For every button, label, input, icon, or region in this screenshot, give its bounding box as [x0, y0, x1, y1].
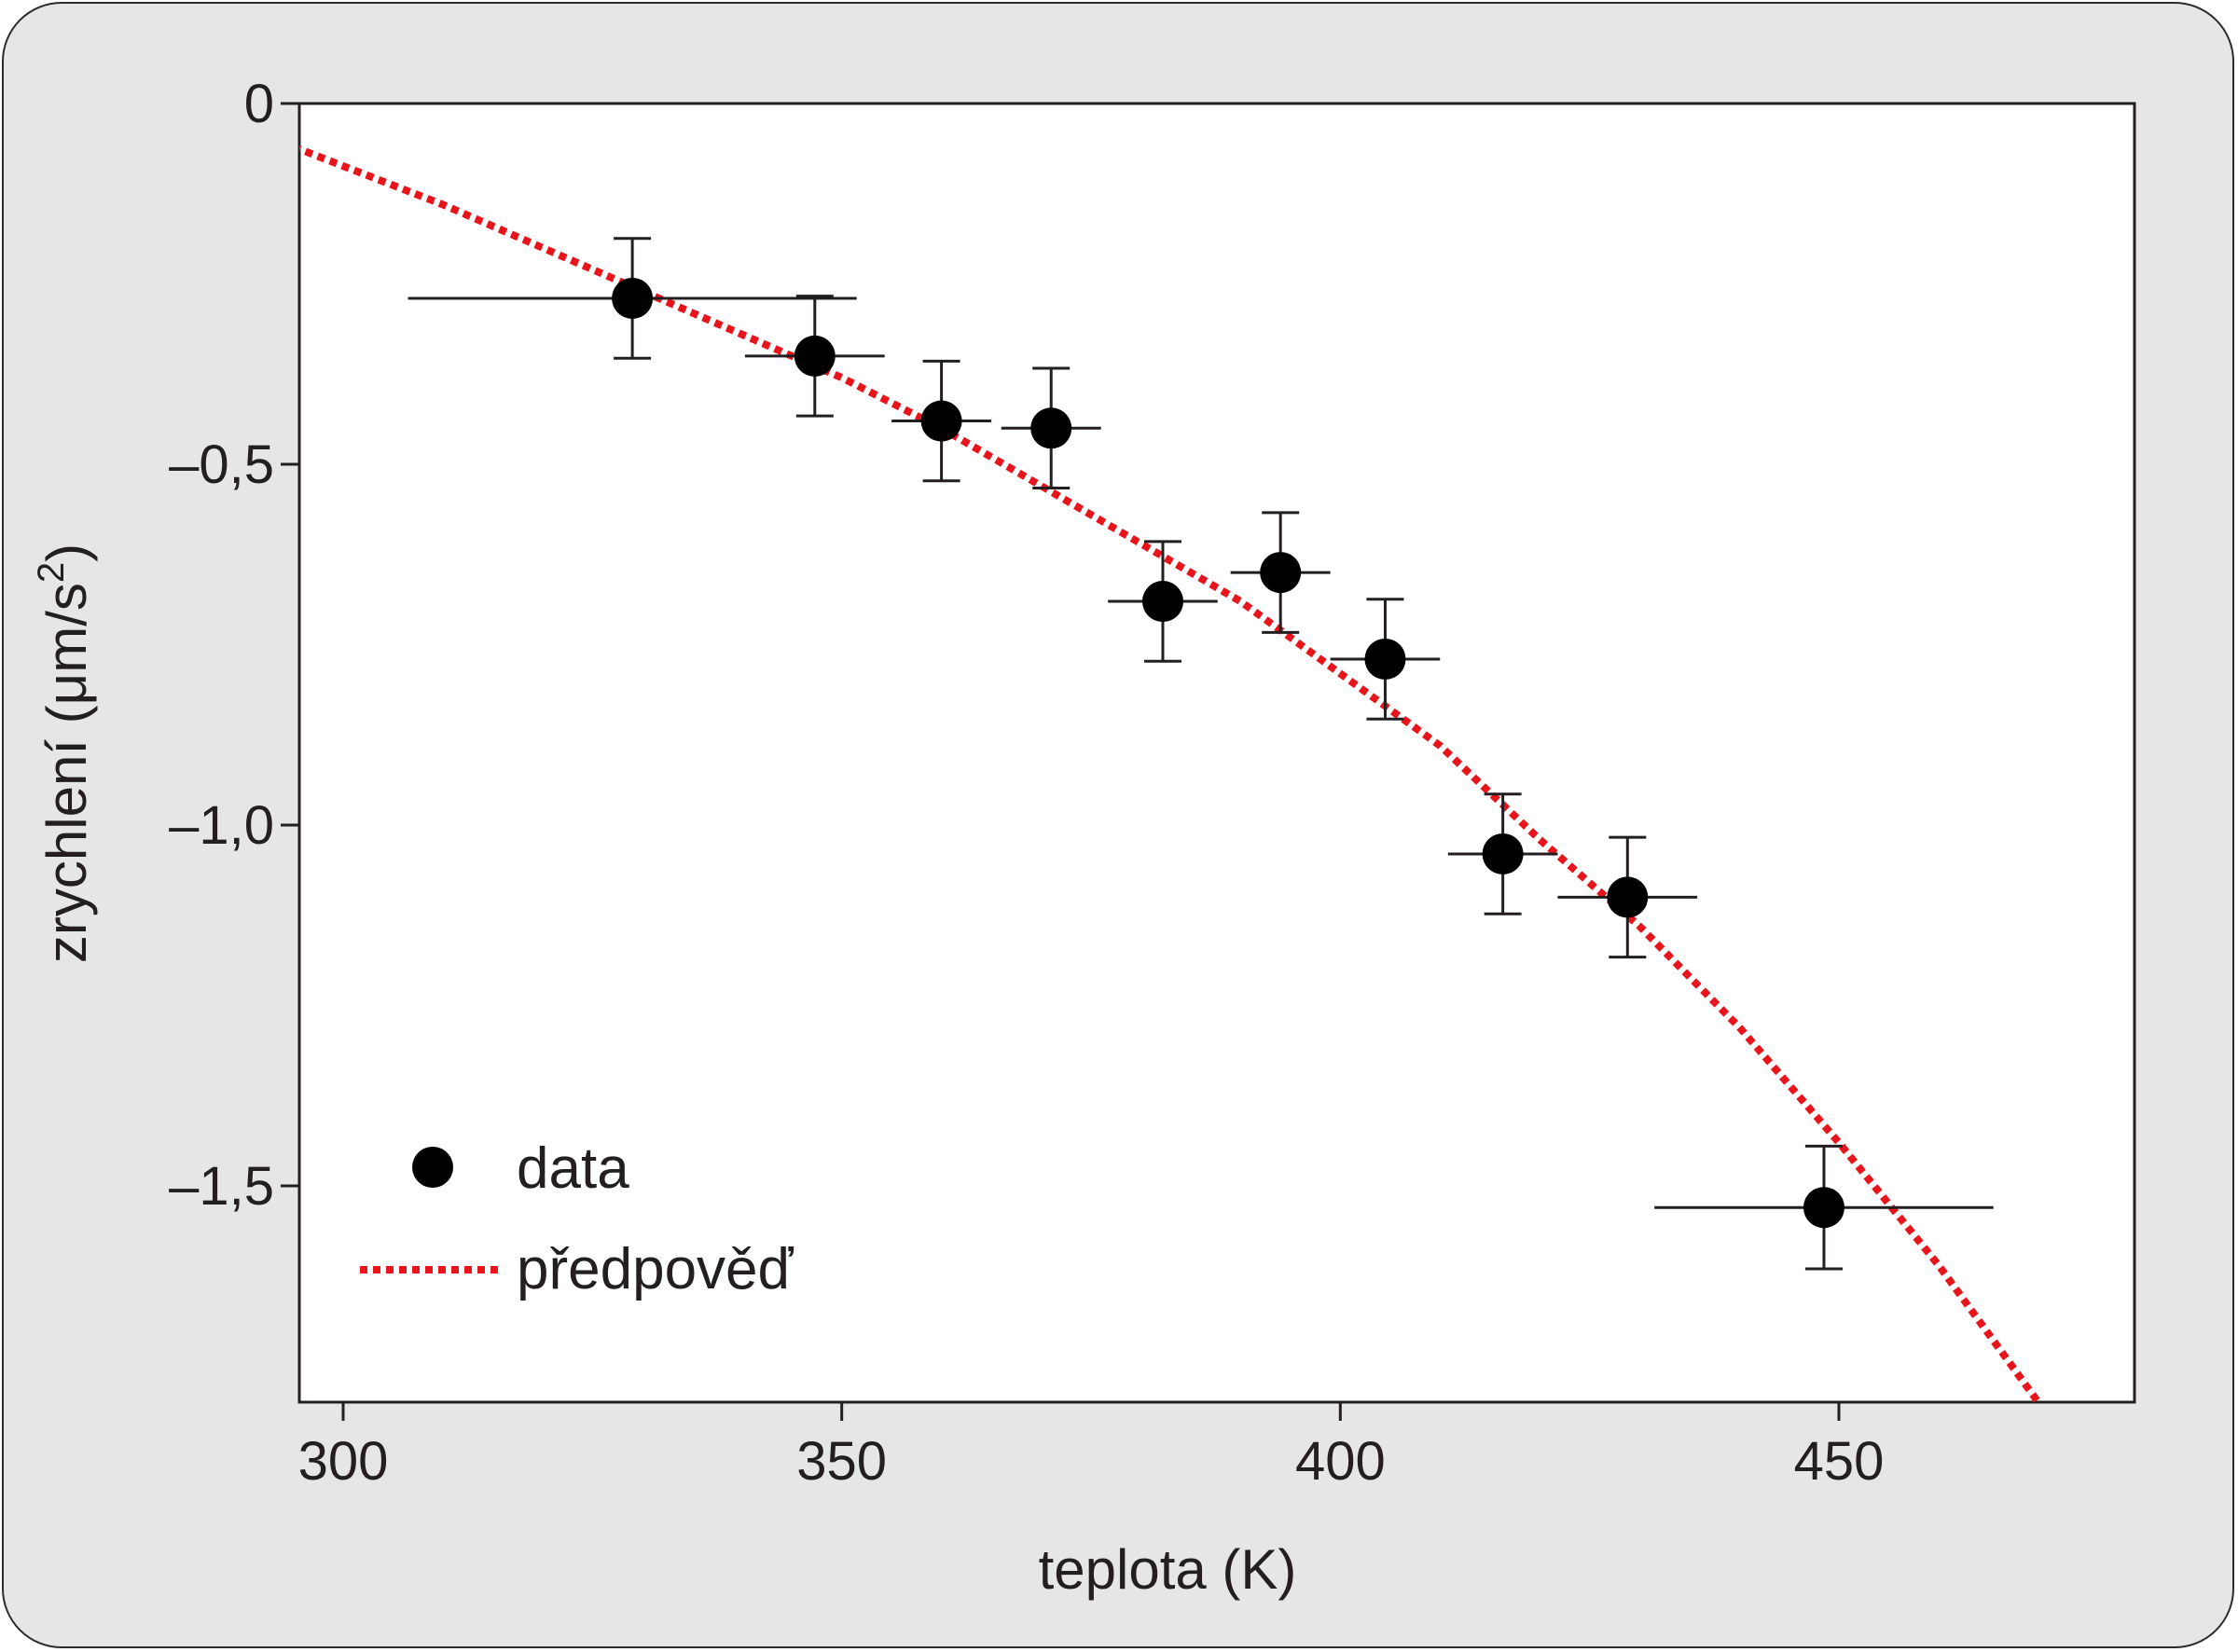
legend-marker-data — [412, 1147, 453, 1188]
data-point — [1108, 540, 1218, 663]
data-point — [1557, 835, 1698, 959]
y-tick-label: 0 — [244, 74, 274, 134]
data-point — [1654, 1144, 1994, 1271]
data-point — [408, 237, 857, 360]
data-marker — [1030, 407, 1072, 449]
data-marker — [1141, 581, 1183, 623]
y-tick-label: –0,5 — [169, 434, 274, 495]
data-point — [1230, 511, 1331, 634]
x-tick-label: 300 — [298, 1431, 389, 1492]
data-point — [744, 295, 885, 418]
x-axis-title: teplota (K) — [1039, 1538, 1297, 1601]
data-point — [891, 359, 992, 483]
data-marker — [1482, 833, 1524, 874]
data-point — [1330, 598, 1441, 721]
x-tick-label: 400 — [1295, 1431, 1386, 1492]
y-tick-label: –1,5 — [169, 1156, 274, 1217]
data-marker — [1364, 638, 1406, 680]
data-marker — [794, 335, 836, 377]
legend: data předpověď — [360, 1136, 794, 1301]
data-marker — [1260, 552, 1302, 594]
data-point — [1447, 792, 1558, 915]
plot-area — [297, 102, 2136, 1404]
data-marker — [920, 400, 962, 442]
x-tick-label: 350 — [796, 1431, 887, 1492]
data-marker — [612, 277, 654, 319]
x-tick-label: 450 — [1794, 1431, 1885, 1492]
legend-label-data: data — [517, 1136, 629, 1201]
legend-label-prediction: předpověď — [517, 1237, 794, 1301]
y-tick-label: –1,0 — [169, 795, 274, 856]
data-marker — [1607, 876, 1649, 918]
data-marker — [1803, 1187, 1844, 1229]
y-axis-title: zrychlení (μm/s2) — [31, 544, 98, 963]
data-point — [1001, 366, 1101, 490]
